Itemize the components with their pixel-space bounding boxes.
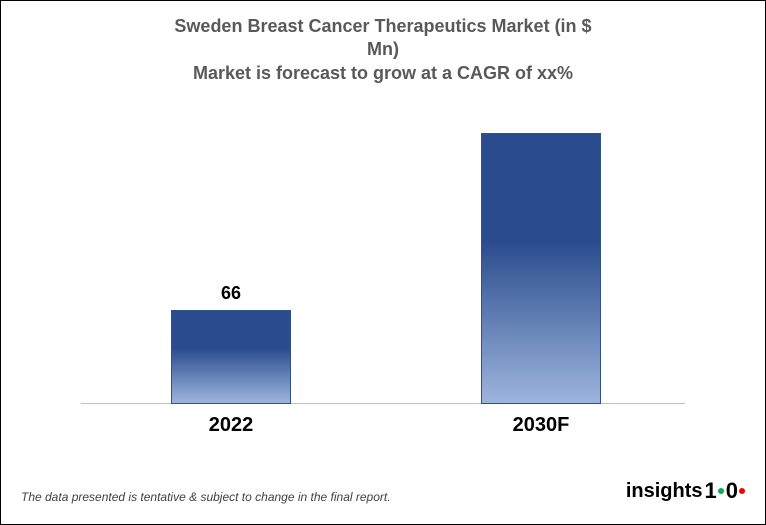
bar-2022 bbox=[171, 310, 291, 404]
logo-text-1: 1 bbox=[705, 478, 717, 504]
logo-dot-green bbox=[718, 488, 724, 494]
logo-text-insights: insights bbox=[626, 480, 703, 503]
x-axis-label-2030f: 2030F bbox=[441, 414, 641, 437]
logo-dot-red bbox=[739, 488, 745, 494]
x-axis-label-2022: 2022 bbox=[131, 414, 331, 437]
chart-title-line1: Sweden Breast Cancer Therapeutics Market… bbox=[1, 15, 765, 38]
plot-area: 66 2022 2030F bbox=[81, 121, 685, 404]
logo-text-0: 0 bbox=[726, 478, 738, 504]
footer: The data presented is tentative & subjec… bbox=[21, 478, 745, 504]
chart-title-block: Sweden Breast Cancer Therapeutics Market… bbox=[1, 1, 765, 85]
chart-title-line2: Mn) bbox=[1, 38, 765, 61]
bar-value-label-2022: 66 bbox=[171, 283, 291, 304]
disclaimer-text: The data presented is tentative & subjec… bbox=[21, 490, 391, 504]
chart-subtitle: Market is forecast to grow at a CAGR of … bbox=[1, 62, 765, 85]
chart-frame: Sweden Breast Cancer Therapeutics Market… bbox=[0, 0, 766, 525]
bar-2030f bbox=[481, 133, 601, 404]
insights10-logo: insights 10 bbox=[626, 478, 745, 504]
